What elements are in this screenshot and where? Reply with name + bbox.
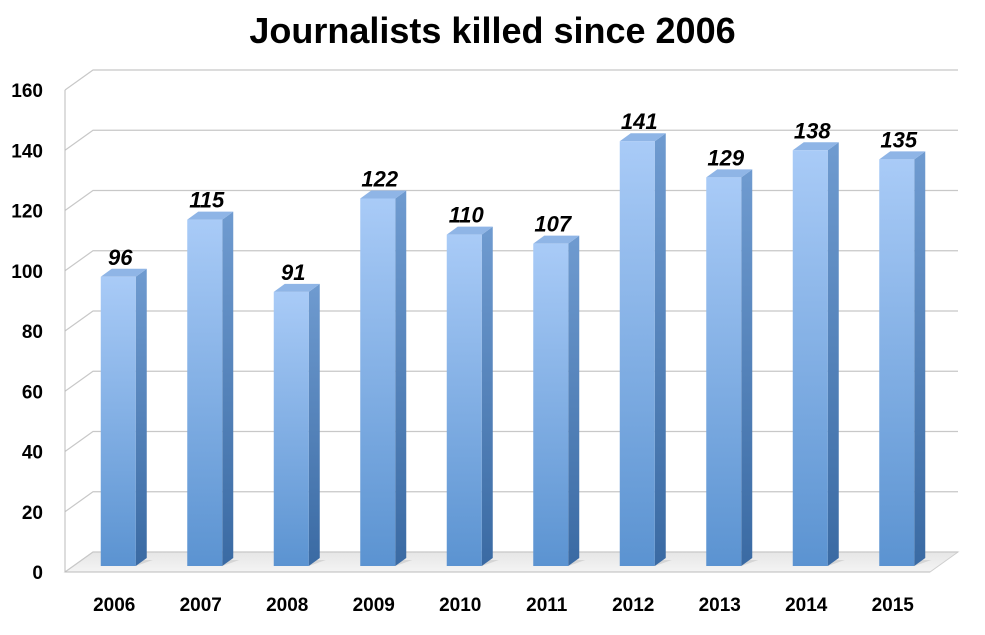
bar-front: [706, 177, 742, 566]
x-tick-label: 2012: [612, 595, 654, 616]
data-label: 129: [707, 145, 744, 170]
bar-2007: [187, 211, 240, 566]
y-tick-label: 60: [22, 382, 43, 403]
y-tick-label: 120: [11, 202, 43, 223]
y-tick-label: 0: [32, 563, 43, 584]
data-label: 138: [794, 118, 831, 143]
bar-front: [792, 150, 828, 566]
x-tick-label: 2008: [266, 595, 308, 616]
gridline: [64, 430, 958, 452]
bar-side: [395, 190, 407, 566]
data-label: 141: [621, 109, 658, 134]
gridline: [64, 491, 958, 513]
bars: [100, 133, 932, 567]
y-tick-label: 20: [22, 503, 43, 524]
x-tick-label: 2014: [785, 595, 828, 616]
bar-front: [100, 276, 136, 566]
bar-front: [187, 219, 223, 566]
bar-front: [360, 198, 396, 566]
bar-side: [654, 133, 666, 567]
bar-top: [533, 235, 580, 244]
bar-top: [360, 190, 407, 199]
bar-front: [533, 243, 569, 566]
bar-2010: [446, 226, 499, 566]
y-tick-label: 100: [11, 262, 43, 283]
bar-2015: [879, 151, 932, 566]
data-label: 91: [281, 260, 305, 285]
bar-side: [308, 283, 320, 566]
x-tick-label: 2006: [93, 595, 135, 616]
x-tick-label: 2007: [180, 595, 222, 616]
bar-top: [619, 133, 666, 142]
x-tick-label: 2011: [526, 595, 568, 616]
bar-top: [273, 283, 320, 292]
bar-2011: [533, 235, 586, 566]
bar-2009: [360, 190, 413, 566]
y-axis: 0 20 40 60 80 100 120 140 160: [11, 81, 930, 584]
gridline: [64, 250, 958, 272]
bar-top: [879, 151, 926, 160]
data-label: 115: [189, 188, 225, 213]
bar-top: [706, 169, 753, 178]
bar-2013: [706, 169, 759, 566]
data-label: 107: [534, 212, 572, 237]
chart-title: Journalists killed since 2006: [249, 10, 736, 51]
y-tick-label: 80: [22, 322, 43, 343]
bar-front: [446, 234, 482, 566]
bar-front: [273, 291, 309, 566]
bar-top: [792, 142, 839, 151]
bar-front: [619, 141, 655, 567]
gridlines: [63, 69, 960, 573]
bar-top: [100, 268, 147, 277]
data-label: 135: [880, 127, 917, 152]
data-label: 110: [449, 203, 485, 228]
gridline: [64, 189, 958, 211]
bar-top: [187, 211, 234, 220]
bar-side: [135, 268, 147, 566]
x-tick-label: 2015: [872, 595, 915, 616]
y-tick-label: 160: [11, 81, 43, 102]
bar-side: [914, 151, 926, 566]
bar-side: [741, 169, 753, 566]
bar-side: [222, 211, 234, 566]
bar-side: [827, 142, 839, 566]
data-label: 122: [361, 166, 398, 191]
labels: 96 2006 115 2007 91 2008 122 2009 110 2010 107 2011…: [93, 109, 918, 616]
bar-2008: [273, 283, 326, 566]
gridline: [64, 310, 958, 332]
gridline: [64, 69, 958, 91]
data-label: 96: [108, 245, 133, 270]
bar-side: [481, 226, 493, 566]
gridline: [64, 551, 958, 573]
x-tick-label: 2010: [439, 595, 481, 616]
bar-top: [446, 226, 493, 235]
gridline: [64, 370, 958, 392]
y-tick-label: 40: [22, 443, 43, 464]
gridline: [64, 129, 958, 151]
bar-2012: [619, 133, 672, 567]
bar-2006: [100, 268, 153, 566]
y-tick-label: 140: [11, 141, 43, 162]
x-tick-label: 2013: [699, 595, 741, 616]
x-tick-label: 2009: [353, 595, 395, 616]
bar-side: [568, 235, 580, 566]
bar-front: [879, 159, 915, 566]
bar-2014: [792, 142, 845, 566]
